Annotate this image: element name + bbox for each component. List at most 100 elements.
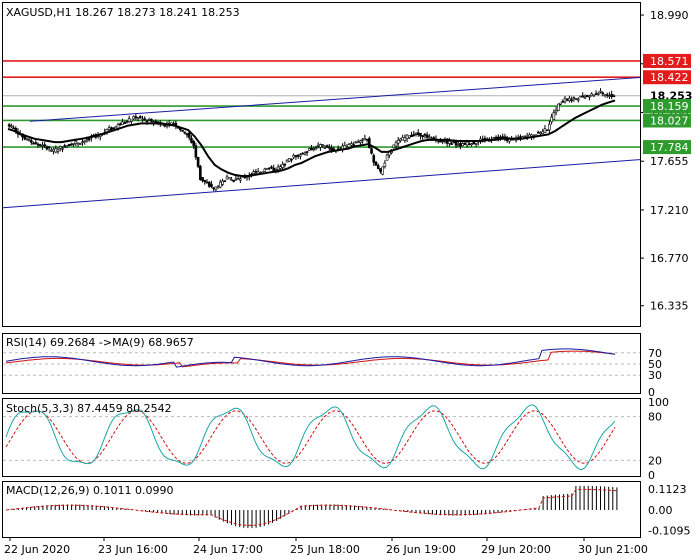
candle-body (545, 129, 549, 132)
candle-body (134, 116, 138, 118)
candle-body (136, 117, 140, 120)
candle-body (359, 140, 362, 143)
candle-body (450, 143, 453, 145)
candle-body (223, 180, 227, 183)
candle-body (379, 168, 382, 172)
macd-signal-line (5, 489, 617, 526)
time-tick-label: 29 Jun 20:00 (481, 543, 551, 556)
resistance-level-tag (643, 70, 691, 85)
candle-body (612, 95, 616, 98)
candle-body (267, 167, 271, 170)
candle-body (254, 171, 258, 173)
candle-body (327, 146, 331, 149)
candle-body (12, 127, 15, 130)
candle-body (361, 138, 364, 141)
candle-body (416, 132, 420, 135)
candle-body (43, 144, 46, 146)
candle-body (81, 141, 84, 144)
candle-body (179, 128, 182, 131)
price-panel-frame (2, 2, 641, 327)
candle-body (183, 131, 187, 134)
price-tick-label: 17.655 (650, 155, 689, 168)
candle-body (294, 155, 298, 157)
candle-body (63, 145, 66, 148)
candle-body (541, 131, 545, 134)
time-tick-label: 25 Jun 18:00 (290, 543, 360, 556)
candle-body (347, 143, 351, 146)
candle-body (374, 161, 378, 166)
candle-body (341, 145, 344, 150)
price-levels (3, 60, 640, 148)
candle-body (610, 94, 613, 97)
candle-body (72, 143, 75, 145)
candle-body (354, 141, 358, 144)
candle-body (565, 99, 569, 101)
candle-body (85, 139, 89, 142)
candle-body (557, 103, 560, 111)
candle-body (554, 109, 558, 113)
macd-panel: 0.1123 0.00 -0.1095 (5, 483, 690, 537)
candle-body (290, 158, 293, 161)
candle-body (147, 119, 151, 121)
candle-body (281, 163, 284, 168)
candle-body (52, 148, 55, 152)
macd-header: MACD(12,26,9) 0.1011 0.0990 (6, 484, 174, 497)
candle-body (408, 135, 411, 139)
candle-body (299, 154, 302, 157)
candle-body (263, 168, 267, 172)
osc-signal-line (5, 350, 616, 368)
candle-body (61, 148, 64, 150)
price-tick-label: 17.210 (650, 204, 689, 217)
candle-body (601, 92, 605, 95)
candle-body (145, 120, 149, 123)
osc-tick-label: 0 (648, 386, 655, 399)
osc-tick-label: 30 (648, 369, 662, 382)
moving-average (7, 99, 616, 177)
candle-body (196, 156, 200, 167)
stoch-panel-frame (2, 398, 641, 477)
candle-body (399, 138, 402, 141)
candle-body (303, 152, 307, 155)
osc-tick-label: 80 (648, 411, 662, 424)
candle-body (287, 158, 291, 162)
candle-body (205, 181, 209, 184)
candle-body (412, 134, 416, 136)
candle-body (396, 139, 400, 144)
channel-upper-line (29, 76, 641, 122)
candle-body (363, 137, 367, 141)
candle-body (603, 94, 607, 97)
osc-tick-label: 0 (648, 469, 655, 482)
rsi-header: RSI(14) 69.2684 ->MA(9) 68.9657 (6, 336, 194, 349)
candle-body (463, 143, 467, 146)
support-level-tag (643, 99, 691, 114)
candle-body (194, 145, 198, 158)
candle-body (456, 144, 460, 147)
osc-main-line (5, 404, 616, 471)
price-tick-label: 18.990 (650, 9, 689, 22)
candle-body (496, 136, 500, 139)
candle-body (461, 143, 464, 147)
candle-body (47, 146, 51, 149)
candle-body (350, 143, 353, 146)
candle-body (401, 137, 404, 141)
candle-body (425, 134, 429, 138)
candle-body (225, 176, 229, 180)
candle-body (325, 145, 329, 148)
osc-tick-label: 70 (648, 347, 662, 360)
candle-body (597, 93, 600, 95)
candle-body (219, 181, 222, 188)
candle-body (439, 140, 442, 143)
candle-body (474, 143, 478, 145)
candle-body (201, 177, 204, 181)
osc-tick-label: 100 (648, 396, 669, 409)
candle-body (599, 90, 602, 93)
stoch-header: Stoch(5,3,3) 87.4459 80.2542 (6, 402, 172, 415)
candle-body (468, 143, 471, 146)
candle-body (239, 178, 242, 181)
candle-body (187, 132, 191, 138)
candle-body (34, 142, 38, 144)
candle-body (227, 176, 231, 180)
time-tick-label: 24 Jun 17:00 (193, 543, 263, 556)
time-tick-label: 26 Jun 19:00 (386, 543, 456, 556)
